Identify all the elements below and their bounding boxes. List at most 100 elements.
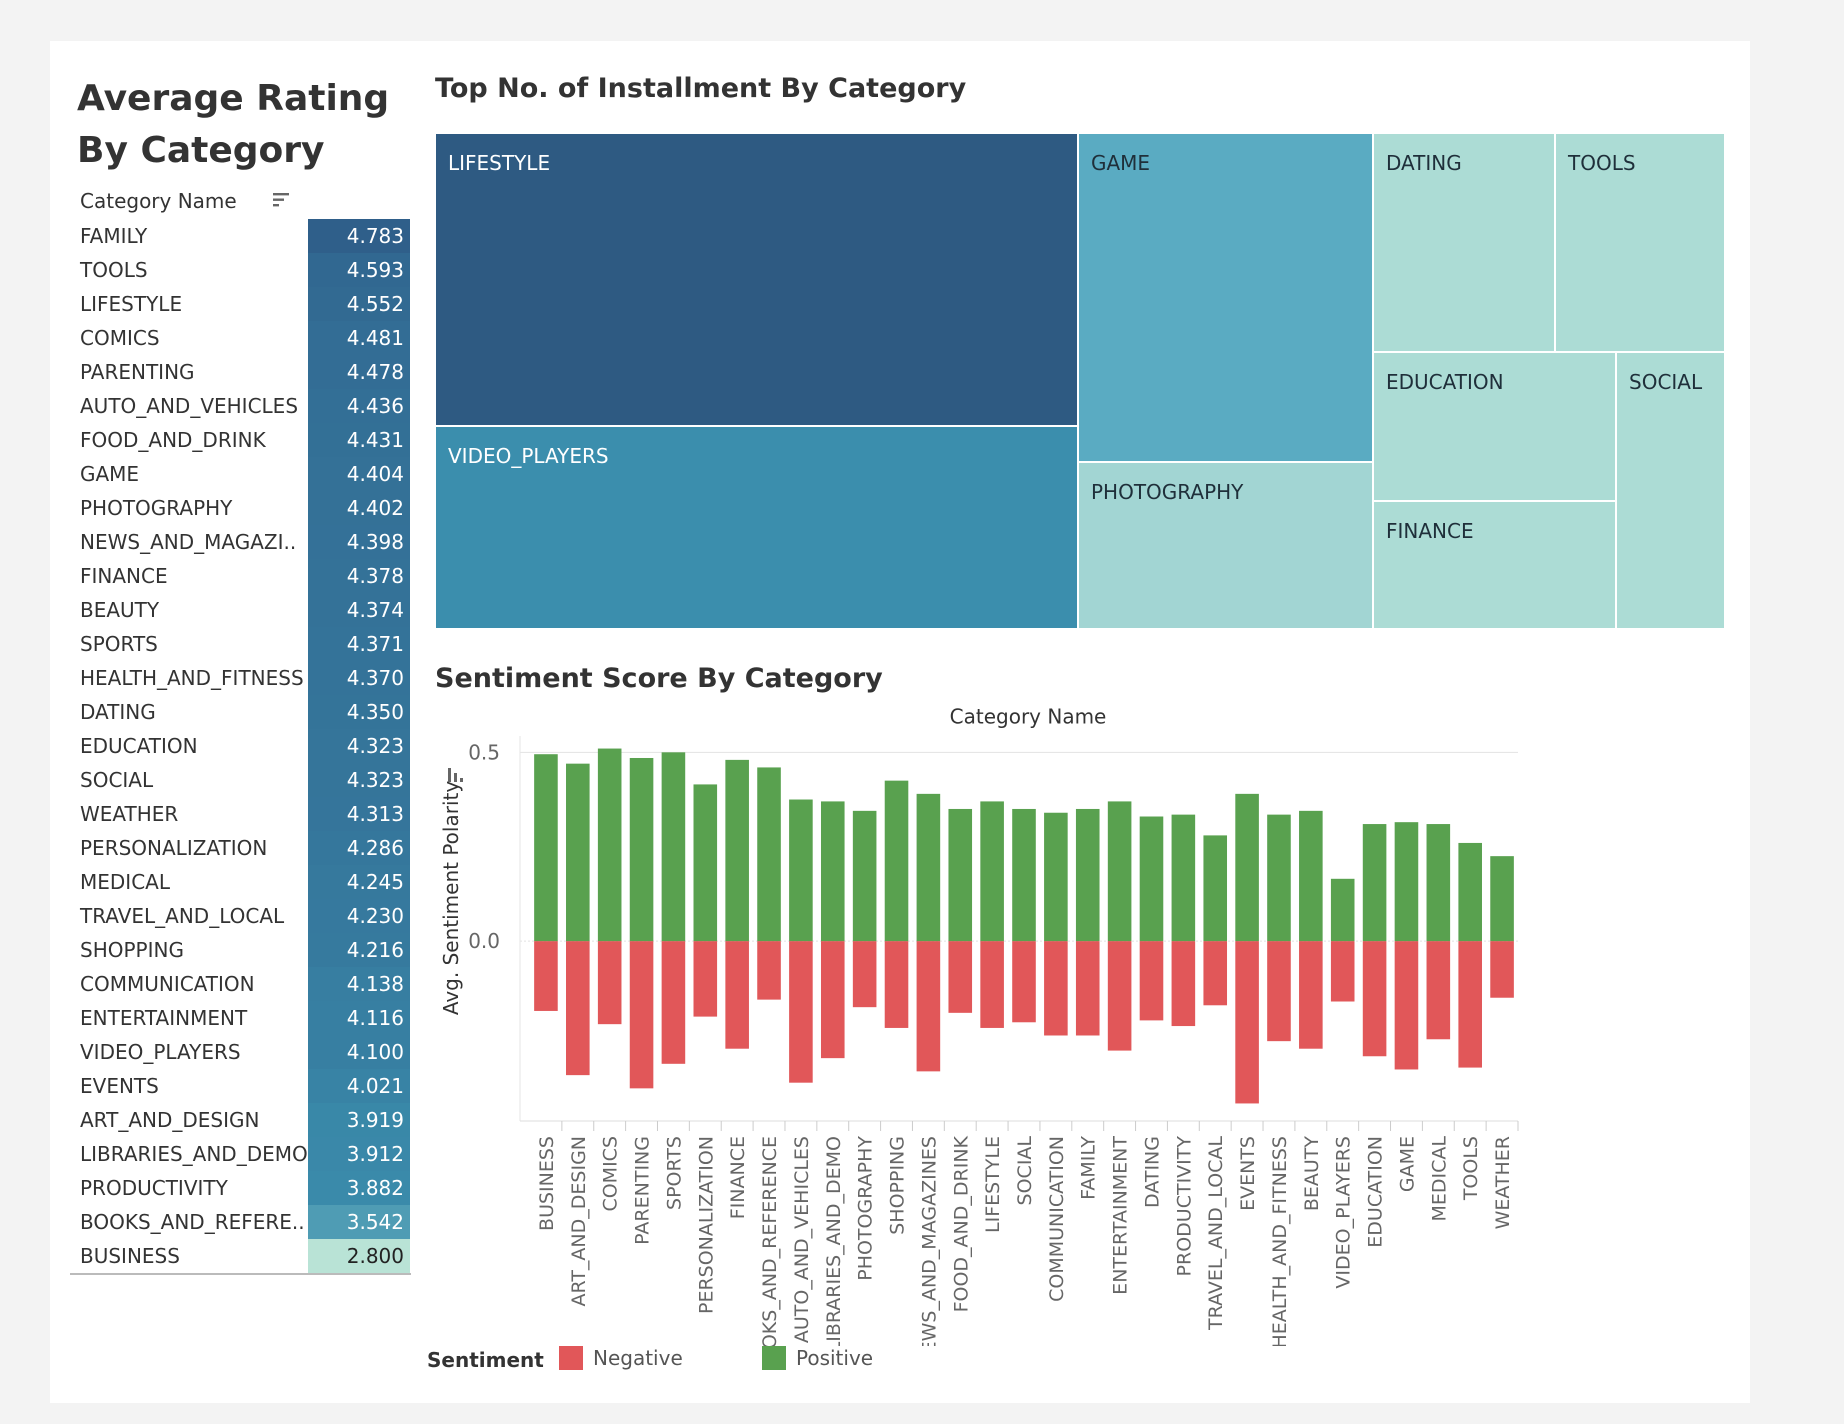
legend-label-positive[interactable]: Positive — [796, 1346, 874, 1370]
table-row[interactable]: VIDEO_PLAYERS 4.100 — [70, 1035, 410, 1069]
bar-negative-dating[interactable] — [1139, 941, 1164, 1021]
rating-cell[interactable]: 4.286 — [308, 831, 410, 865]
bar-positive-dating[interactable] — [1139, 816, 1164, 942]
treemap-tile-education[interactable]: EDUCATION — [1373, 352, 1616, 501]
bar-positive-art-and-design[interactable] — [566, 763, 590, 942]
rating-cell[interactable]: 4.593 — [308, 253, 410, 287]
table-row[interactable]: WEATHER 4.313 — [70, 797, 410, 831]
table-row[interactable]: BOOKS_AND_REFERE.. 3.542 — [70, 1205, 410, 1239]
bar-negative-books-and-reference[interactable] — [757, 941, 781, 1000]
table-row[interactable]: BEAUTY 4.374 — [70, 593, 410, 627]
table-row[interactable]: EVENTS 4.021 — [70, 1069, 410, 1103]
bar-positive-video-players[interactable] — [1330, 878, 1355, 942]
bar-positive-books-and-reference[interactable] — [757, 767, 781, 942]
bar-positive-libraries-and-demo[interactable] — [820, 801, 845, 942]
table-row[interactable]: ART_AND_DESIGN 3.919 — [70, 1103, 410, 1137]
table-row[interactable]: COMICS 4.481 — [70, 321, 410, 355]
table-row[interactable]: EDUCATION 4.323 — [70, 729, 410, 763]
legend-swatch-positive[interactable] — [762, 1346, 786, 1370]
bar-positive-entertainment[interactable] — [1107, 801, 1132, 942]
bar-negative-game[interactable] — [1394, 941, 1419, 1070]
bar-positive-productivity[interactable] — [1171, 814, 1196, 942]
rating-cell[interactable]: 2.800 — [308, 1239, 410, 1273]
bar-positive-food-and-drink[interactable] — [948, 808, 973, 942]
bar-positive-sports[interactable] — [661, 752, 686, 942]
bar-negative-lifestyle[interactable] — [980, 941, 1004, 1028]
bar-positive-events[interactable] — [1235, 793, 1259, 942]
rating-cell[interactable]: 4.402 — [308, 491, 410, 525]
rating-cell[interactable]: 4.374 — [308, 593, 410, 627]
bar-negative-photography[interactable] — [852, 941, 877, 1008]
bar-negative-tools[interactable] — [1458, 941, 1482, 1068]
bar-positive-travel-and-local[interactable] — [1203, 835, 1228, 942]
table-row[interactable]: PRODUCTIVITY 3.882 — [70, 1171, 410, 1205]
bar-positive-weather[interactable] — [1490, 856, 1514, 942]
treemap-tile-dating[interactable]: DATING — [1373, 133, 1555, 352]
table-row[interactable]: SOCIAL 4.323 — [70, 763, 410, 797]
table-row[interactable]: ENTERTAINMENT 4.116 — [70, 1001, 410, 1035]
bar-positive-game[interactable] — [1394, 822, 1419, 942]
rating-cell[interactable]: 3.882 — [308, 1171, 410, 1205]
bar-positive-business[interactable] — [534, 754, 558, 942]
table-row[interactable]: FOOD_AND_DRINK 4.431 — [70, 423, 410, 457]
table-row[interactable]: BUSINESS 2.800 — [70, 1239, 410, 1273]
rating-cell[interactable]: 4.350 — [308, 695, 410, 729]
rating-cell[interactable]: 3.542 — [308, 1205, 410, 1239]
bar-positive-parenting[interactable] — [629, 757, 654, 942]
table-row[interactable]: PERSONALIZATION 4.286 — [70, 831, 410, 865]
bar-negative-video-players[interactable] — [1330, 941, 1355, 1002]
rating-cell[interactable]: 3.919 — [308, 1103, 410, 1137]
rating-cell[interactable]: 4.313 — [308, 797, 410, 831]
rating-cell[interactable]: 4.323 — [308, 763, 410, 797]
bar-positive-comics[interactable] — [597, 748, 622, 942]
bar-negative-communication[interactable] — [1044, 941, 1068, 1036]
table-row[interactable]: COMMUNICATION 4.138 — [70, 967, 410, 1001]
bar-negative-finance[interactable] — [725, 941, 749, 1049]
rating-cell[interactable]: 4.371 — [308, 627, 410, 661]
rating-cell[interactable]: 4.138 — [308, 967, 410, 1001]
treemap-tile-game[interactable]: GAME — [1078, 133, 1373, 462]
bar-positive-lifestyle[interactable] — [980, 801, 1004, 942]
table-row[interactable]: TOOLS 4.593 — [70, 253, 410, 287]
table-row[interactable]: PHOTOGRAPHY 4.402 — [70, 491, 410, 525]
rating-cell[interactable]: 4.021 — [308, 1069, 410, 1103]
legend-label-negative[interactable]: Negative — [593, 1346, 683, 1370]
bar-positive-news-and-magazines[interactable] — [916, 793, 941, 942]
bar-negative-health-and-fitness[interactable] — [1267, 941, 1291, 1042]
bar-negative-shopping[interactable] — [884, 941, 909, 1028]
bar-negative-entertainment[interactable] — [1107, 941, 1132, 1051]
table-row[interactable]: TRAVEL_AND_LOCAL 4.230 — [70, 899, 410, 933]
bar-negative-libraries-and-demo[interactable] — [820, 941, 845, 1059]
bar-negative-comics[interactable] — [597, 941, 622, 1025]
bar-negative-social[interactable] — [1012, 941, 1036, 1023]
table-row[interactable]: GAME 4.404 — [70, 457, 410, 491]
rating-cell[interactable]: 4.478 — [308, 355, 410, 389]
treemap-tile-lifestyle[interactable]: LIFESTYLE — [435, 133, 1078, 426]
table-row[interactable]: SHOPPING 4.216 — [70, 933, 410, 967]
treemap-tile-finance[interactable]: FINANCE — [1373, 501, 1616, 629]
bar-positive-photography[interactable] — [852, 810, 877, 942]
table-row[interactable]: FAMILY 4.783 — [70, 219, 410, 253]
bar-negative-events[interactable] — [1235, 941, 1259, 1104]
bar-negative-news-and-magazines[interactable] — [916, 941, 941, 1072]
table-row[interactable]: LIFESTYLE 4.552 — [70, 287, 410, 321]
bar-negative-personalization[interactable] — [693, 941, 718, 1017]
bar-positive-social[interactable] — [1012, 808, 1036, 942]
rating-cell[interactable]: 4.323 — [308, 729, 410, 763]
bar-negative-education[interactable] — [1362, 941, 1387, 1057]
table-row[interactable]: SPORTS 4.371 — [70, 627, 410, 661]
bar-negative-auto-and-vehicles[interactable] — [789, 941, 813, 1083]
bar-positive-medical[interactable] — [1426, 824, 1451, 942]
rating-cell[interactable]: 4.100 — [308, 1035, 410, 1069]
treemap-tile-video-players[interactable]: VIDEO_PLAYERS — [435, 426, 1078, 629]
table-row[interactable]: FINANCE 4.378 — [70, 559, 410, 593]
rating-cell[interactable]: 4.378 — [308, 559, 410, 593]
bar-positive-tools[interactable] — [1458, 842, 1482, 942]
treemap-tile-photography[interactable]: PHOTOGRAPHY — [1078, 462, 1373, 629]
rating-cell[interactable]: 4.116 — [308, 1001, 410, 1035]
bar-negative-medical[interactable] — [1426, 941, 1451, 1040]
table-row[interactable]: NEWS_AND_MAGAZI.. 4.398 — [70, 525, 410, 559]
table-row[interactable]: DATING 4.350 — [70, 695, 410, 729]
table-row[interactable]: PARENTING 4.478 — [70, 355, 410, 389]
rating-cell[interactable]: 4.552 — [308, 287, 410, 321]
